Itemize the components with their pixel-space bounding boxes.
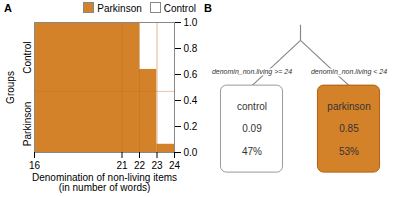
- svg-text:0.09: 0.09: [242, 123, 262, 134]
- svg-text:0.8: 0.8: [184, 43, 198, 54]
- svg-text:0.6: 0.6: [184, 69, 198, 80]
- svg-text:denomin_non.living < 24: denomin_non.living < 24: [311, 68, 387, 76]
- svg-text:53%: 53%: [339, 146, 359, 157]
- svg-text:0.2: 0.2: [184, 121, 198, 132]
- svg-text:23: 23: [151, 160, 163, 171]
- svg-text:denomin_non.living >= 24: denomin_non.living >= 24: [212, 68, 292, 76]
- svg-text:parkinson: parkinson: [327, 101, 370, 112]
- html-text:B: B: [204, 2, 212, 14]
- svg-text:0.85: 0.85: [339, 123, 359, 134]
- svg-text:22: 22: [134, 160, 146, 171]
- svg-text:Groups: Groups: [5, 71, 16, 104]
- svg-text:16: 16: [29, 160, 41, 171]
- svg-text:0.4: 0.4: [184, 95, 198, 106]
- svg-text:Control: Control: [22, 41, 33, 73]
- svg-text:0.0: 0.0: [184, 147, 198, 158]
- svg-text:1.0: 1.0: [184, 17, 198, 28]
- html-text:Parkinson: Parkinson: [97, 3, 142, 14]
- svg-text:47%: 47%: [242, 146, 262, 157]
- svg-text:Denomination of non-living ite: Denomination of non-living items(in numb…: [32, 172, 177, 193]
- html-text:A: A: [4, 2, 12, 14]
- svg-text:21: 21: [116, 160, 128, 171]
- html-text:Control: Control: [163, 3, 196, 14]
- svg-text:Parkinson: Parkinson: [22, 102, 33, 146]
- svg-text:24: 24: [169, 160, 181, 171]
- svg-text:control: control: [237, 101, 267, 112]
